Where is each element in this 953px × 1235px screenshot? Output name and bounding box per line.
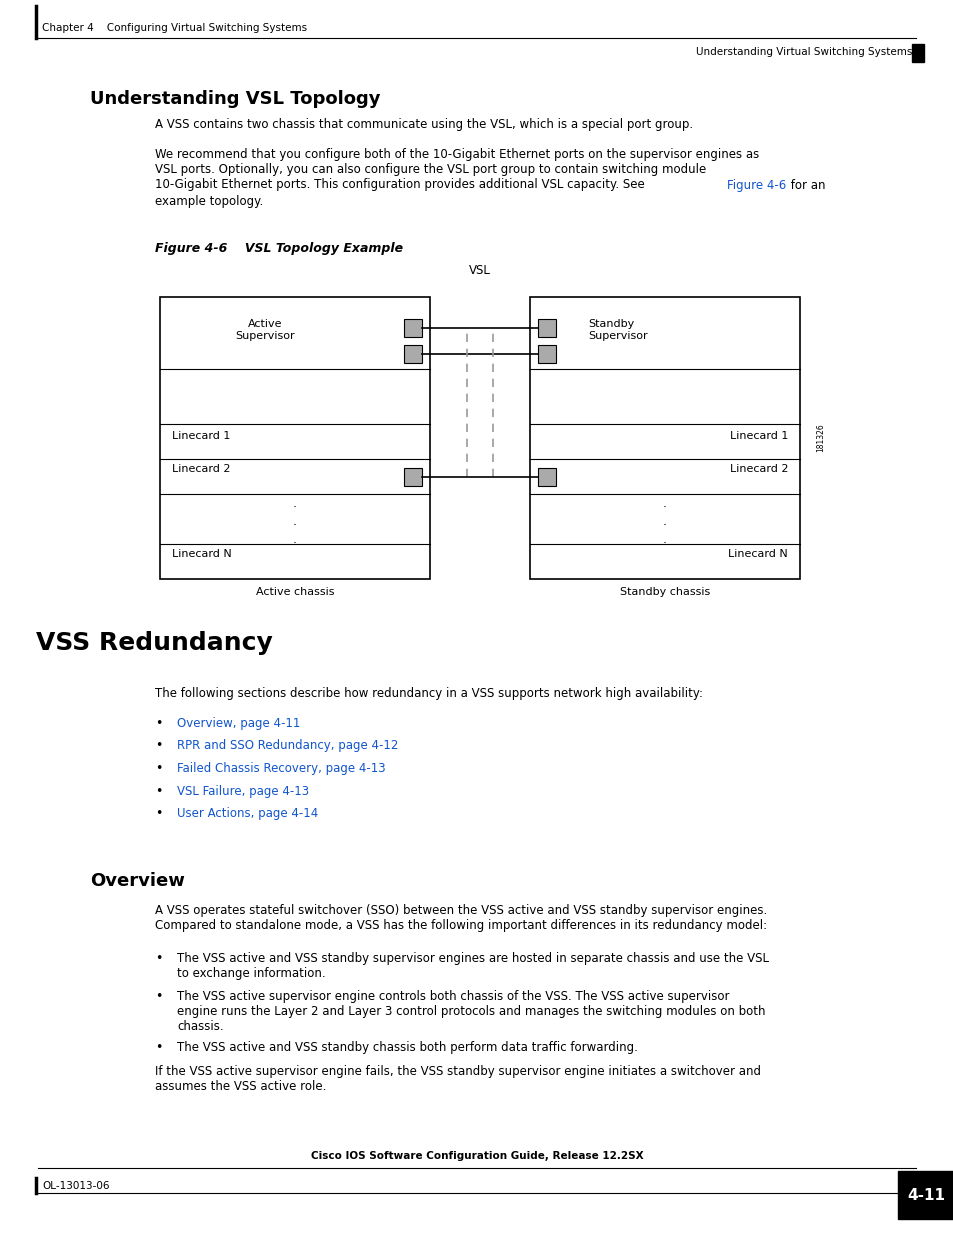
Text: Linecard 2: Linecard 2 — [729, 464, 787, 474]
Text: •: • — [154, 806, 162, 820]
Text: Linecard 1: Linecard 1 — [172, 431, 230, 441]
Text: VSL Failure, page 4-13: VSL Failure, page 4-13 — [177, 784, 309, 798]
Text: The VSS active and VSS standby chassis both perform data traffic forwarding.: The VSS active and VSS standby chassis b… — [177, 1041, 638, 1055]
Bar — [403, 345, 421, 363]
Text: •: • — [154, 784, 162, 798]
Text: OL-13013-06: OL-13013-06 — [42, 1181, 110, 1191]
Text: Standby
Supervisor: Standby Supervisor — [587, 319, 647, 341]
Bar — [537, 319, 556, 337]
Text: 4-11: 4-11 — [906, 1188, 944, 1203]
Text: Standby chassis: Standby chassis — [619, 587, 709, 597]
Text: The VSS active and VSS standby supervisor engines are hosted in separate chassis: The VSS active and VSS standby superviso… — [177, 951, 768, 979]
Text: Failed Chassis Recovery, page 4-13: Failed Chassis Recovery, page 4-13 — [177, 762, 385, 776]
Bar — [530, 296, 800, 579]
Text: A VSS operates stateful switchover (SSO) between the VSS active and VSS standby : A VSS operates stateful switchover (SSO)… — [154, 904, 766, 931]
Text: The following sections describe how redundancy in a VSS supports network high av: The following sections describe how redu… — [154, 687, 702, 700]
Text: Linecard N: Linecard N — [172, 550, 232, 559]
Bar — [897, 1171, 953, 1219]
Text: Chapter 4    Configuring Virtual Switching Systems: Chapter 4 Configuring Virtual Switching … — [42, 23, 307, 33]
Text: Linecard 1: Linecard 1 — [729, 431, 787, 441]
Text: VSS Redundancy: VSS Redundancy — [36, 631, 273, 655]
Text: Figure 4-6    VSL Topology Example: Figure 4-6 VSL Topology Example — [154, 242, 403, 254]
Text: Overview: Overview — [90, 872, 185, 889]
Text: •: • — [154, 1041, 162, 1055]
Bar — [403, 319, 421, 337]
Text: •: • — [154, 740, 162, 752]
Text: Overview, page 4-11: Overview, page 4-11 — [177, 718, 300, 730]
Text: Active chassis: Active chassis — [255, 587, 334, 597]
Text: Understanding VSL Topology: Understanding VSL Topology — [90, 90, 380, 107]
Text: Active
Supervisor: Active Supervisor — [235, 319, 294, 341]
Bar — [537, 468, 556, 485]
Text: 181326: 181326 — [815, 424, 824, 452]
Text: RPR and SSO Redundancy, page 4-12: RPR and SSO Redundancy, page 4-12 — [177, 740, 398, 752]
Text: ·
·
·: · · · — [293, 501, 296, 550]
Text: If the VSS active supervisor engine fails, the VSS standby supervisor engine ini: If the VSS active supervisor engine fail… — [154, 1065, 760, 1093]
Text: example topology.: example topology. — [154, 194, 263, 207]
Text: •: • — [154, 951, 162, 965]
Bar — [537, 345, 556, 363]
Text: •: • — [154, 762, 162, 776]
Text: Linecard N: Linecard N — [727, 550, 787, 559]
Text: for an: for an — [786, 179, 824, 191]
Bar — [911, 44, 923, 62]
Text: Understanding Virtual Switching Systems: Understanding Virtual Switching Systems — [695, 47, 911, 57]
Text: •: • — [154, 989, 162, 1003]
Text: ·
·
·: · · · — [662, 501, 666, 550]
Text: The VSS active supervisor engine controls both chassis of the VSS. The VSS activ: The VSS active supervisor engine control… — [177, 989, 764, 1032]
Bar — [403, 468, 421, 485]
Text: A VSS contains two chassis that communicate using the VSL, which is a special po: A VSS contains two chassis that communic… — [154, 119, 693, 131]
Text: User Actions, page 4-14: User Actions, page 4-14 — [177, 806, 318, 820]
Text: Cisco IOS Software Configuration Guide, Release 12.2SX: Cisco IOS Software Configuration Guide, … — [311, 1151, 642, 1161]
Bar — [160, 296, 430, 579]
Text: Figure 4-6: Figure 4-6 — [726, 179, 785, 191]
Text: •: • — [154, 718, 162, 730]
Text: VSL: VSL — [469, 264, 491, 277]
Text: Linecard 2: Linecard 2 — [172, 464, 231, 474]
Text: We recommend that you configure both of the 10-Gigabit Ethernet ports on the sup: We recommend that you configure both of … — [154, 148, 759, 191]
